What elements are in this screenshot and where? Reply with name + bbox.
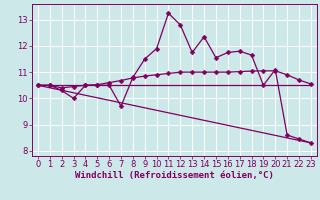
X-axis label: Windchill (Refroidissement éolien,°C): Windchill (Refroidissement éolien,°C) [75, 171, 274, 180]
